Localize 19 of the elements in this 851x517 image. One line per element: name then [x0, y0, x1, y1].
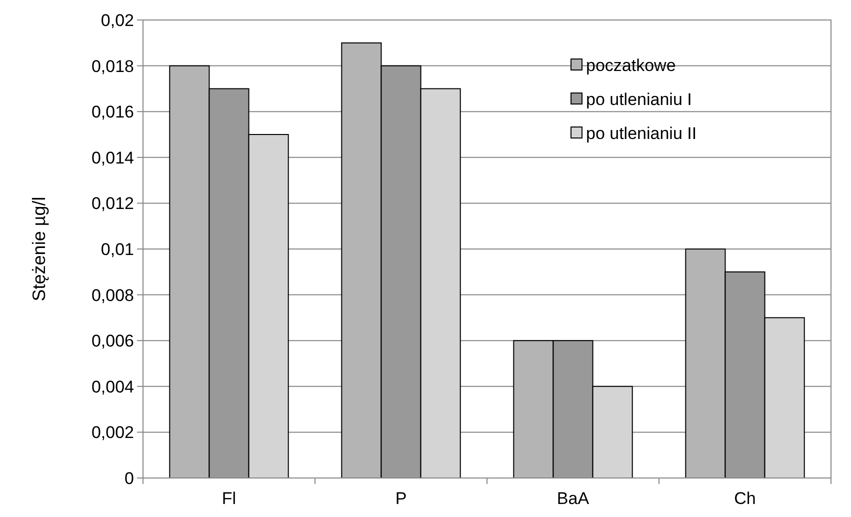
y-tick-label: 0,006 — [91, 332, 134, 351]
y-tick-label: 0,008 — [91, 286, 134, 305]
legend-label: po utlenianiu I — [586, 90, 692, 109]
y-axis-title: Stężenie µg/l — [29, 196, 49, 302]
y-tick-label: 0,012 — [91, 194, 134, 214]
y-tick-label: 0,004 — [91, 377, 134, 396]
y-tick-label: 0,018 — [91, 56, 134, 76]
x-tick-label: Ch — [734, 489, 756, 508]
y-tick-label: 0,016 — [91, 102, 134, 122]
y-tick-label: 0,002 — [91, 423, 134, 442]
x-tick-label: BaA — [556, 489, 590, 508]
y-tick-label: 0,01 — [100, 240, 134, 259]
y-tick-label: 0,02 — [100, 10, 134, 30]
legend-label: po utlenianiu II — [586, 124, 697, 143]
y-tick-label: 0,014 — [91, 148, 134, 168]
x-tick-label: P — [395, 489, 407, 508]
x-tick-label: Fl — [222, 489, 236, 508]
y-tick-label: 0 — [124, 468, 134, 488]
legend-label: poczatkowe — [586, 56, 676, 75]
